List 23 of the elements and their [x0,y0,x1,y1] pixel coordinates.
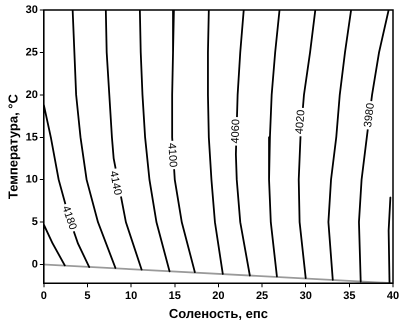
y-tick-label: 15 [26,131,38,144]
x-tick-label: 0 [40,290,47,302]
y-tick-label: 25 [26,46,38,58]
x-tick-label: 5 [84,290,91,302]
y-tick-label: 10 [26,174,38,186]
y-tick-label: 0 [32,258,38,271]
annotation: 3980 [362,102,377,128]
y-axis-title: Температура, °C [5,94,20,200]
annotation: 4020 [294,109,308,135]
y-tick-label: 30 [26,4,38,16]
x-tick-label: 20 [212,290,225,302]
y-tick-label: 20 [26,88,38,101]
annotation: 4060 [230,118,242,144]
x-axis-title: Соленость, епс [168,306,268,321]
x-tick-label: 35 [343,290,356,302]
x-tick-label: 30 [300,290,312,302]
y-tick-label: 5 [32,216,38,228]
x-tick-label: 15 [168,290,181,302]
annotation: 4100 [165,142,179,168]
x-tick-label: 10 [125,290,138,302]
x-tick-label: 40 [386,290,400,302]
x-tick-label: 25 [256,290,268,302]
annotation: 4140 [107,170,124,196]
